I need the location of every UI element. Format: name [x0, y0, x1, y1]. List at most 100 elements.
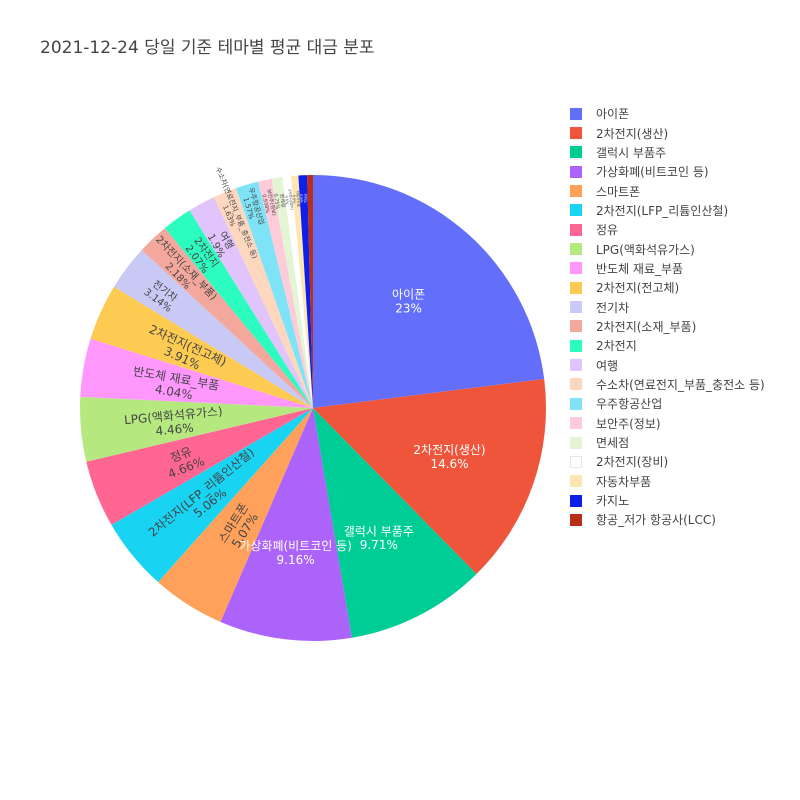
legend-swatch	[570, 281, 582, 294]
pie-slice[interactable]	[313, 378, 546, 574]
pie-slice[interactable]	[158, 408, 313, 622]
legend-item[interactable]: 자동차부품	[570, 472, 798, 491]
legend-swatch	[570, 127, 582, 140]
legend-label: 카지노	[596, 494, 630, 509]
legend-swatch	[570, 436, 582, 449]
legend-label: 2차전지(전고체)	[596, 281, 680, 296]
legend-item[interactable]: 전기차	[570, 297, 798, 316]
legend-label: 면세점	[596, 436, 630, 451]
legend-item[interactable]: 갤럭시 부품주	[570, 143, 798, 162]
slice-label-percent: 4.04%	[154, 382, 194, 402]
pie-slice[interactable]	[313, 175, 545, 408]
legend-item[interactable]: 2차전지(장비)	[570, 452, 798, 471]
legend-label: 전기차	[596, 300, 630, 315]
pie-slice[interactable]	[258, 178, 313, 408]
legend-label: 갤럭시 부품주	[596, 145, 667, 160]
legend-swatch	[570, 320, 582, 333]
legend-item[interactable]: 가상화폐(비트코인 등)	[570, 162, 798, 181]
slice-label-percent: 0.938%	[260, 194, 270, 214]
legend-item[interactable]: 2차전지(LFP_리튬인산철)	[570, 201, 798, 220]
legend-swatch	[570, 146, 582, 159]
pie-slice[interactable]	[213, 188, 313, 408]
pie-slice[interactable]	[114, 250, 313, 408]
legend-item[interactable]: 카지노	[570, 491, 798, 510]
legend-swatch	[570, 378, 582, 391]
legend-label: 보안주(정보)	[596, 416, 661, 431]
slice-label: 2차전지(장비)0.6%	[284, 189, 295, 212]
slice-label-name: 가상화폐(비트코인 등)	[239, 539, 352, 553]
chart-title: 2021-12-24 당일 기준 테마별 평균 대금 분포	[40, 38, 375, 58]
legend-item[interactable]: 반도체 재료_부품	[570, 259, 798, 278]
legend-item[interactable]: 2차전지(생산)	[570, 123, 798, 142]
legend-swatch	[570, 204, 582, 217]
pie-slice[interactable]	[111, 408, 313, 583]
legend-label: 2차전지(LFP_리튬인산철)	[596, 203, 729, 218]
pie-slice[interactable]	[220, 408, 352, 642]
pie-slice[interactable]	[90, 286, 314, 408]
legend-swatch	[570, 165, 582, 178]
slice-label-percent: 9.16%	[277, 553, 315, 567]
legend-label: 수소차(연료전지_부품_충전소 등)	[596, 377, 765, 392]
slice-label: 자동차부품0.5%	[291, 191, 301, 209]
pie-slice[interactable]	[282, 176, 313, 408]
legend-swatch	[570, 223, 582, 236]
legend-item[interactable]: 보안주(정보)	[570, 414, 798, 433]
legend-item[interactable]: 2차전지(소재_부품)	[570, 317, 798, 336]
slice-label-percent: 14.6%	[430, 457, 468, 471]
legend-label: 자동차부품	[596, 474, 652, 489]
legend-item[interactable]: 항공_저가 항공사(LCC)	[570, 510, 798, 529]
slice-label: 아이폰 23%	[392, 288, 425, 316]
pie-slice[interactable]	[80, 396, 313, 462]
slice-label: 카지노0.6%	[299, 193, 308, 204]
pie-slice[interactable]	[271, 177, 313, 408]
slice-label-name: 2차전지(생산)	[413, 443, 485, 457]
legend-label: 아이폰	[596, 107, 630, 122]
slice-label-name: 아이폰	[392, 288, 425, 302]
legend-swatch	[570, 513, 582, 526]
slice-label-percent: 0.6%	[299, 194, 303, 204]
pie-slice[interactable]	[80, 338, 314, 408]
legend-item[interactable]: LPG(액화석유가스)	[570, 239, 798, 258]
legend-swatch	[570, 455, 582, 468]
legend-swatch	[570, 475, 582, 488]
legend-swatch	[570, 417, 582, 430]
legend-label: 2차전지(장비)	[596, 455, 669, 470]
legend-item[interactable]: 여행	[570, 355, 798, 374]
legend-item[interactable]: 2차전지(전고체)	[570, 278, 798, 297]
slice-label-percent: 0.6%	[284, 195, 289, 205]
legend-item[interactable]: 2차전지	[570, 336, 798, 355]
legend-swatch	[570, 359, 582, 372]
legend-swatch	[570, 301, 582, 314]
pie-slice[interactable]	[141, 228, 313, 408]
legend-label: 2차전지(소재_부품)	[596, 319, 697, 334]
pie-slice[interactable]	[189, 197, 313, 408]
pie-slice[interactable]	[298, 175, 313, 408]
legend-label: 반도체 재료_부품	[596, 261, 684, 276]
pie-slice[interactable]	[235, 181, 313, 408]
legend-item[interactable]: 정유	[570, 220, 798, 239]
legend-swatch	[570, 339, 582, 352]
legend-label: 스마트폰	[596, 184, 641, 199]
slice-label-name: 면세점	[278, 193, 287, 208]
legend-label: LPG(액화석유가스)	[596, 242, 695, 257]
legend-item[interactable]: 우주항공산업	[570, 394, 798, 413]
legend-item[interactable]: 수소차(연료전지_부품_충전소 등)	[570, 375, 798, 394]
pie-slices	[80, 174, 546, 642]
legend-label: 정유	[596, 223, 619, 238]
pie-slice[interactable]	[313, 408, 477, 638]
legend-item[interactable]: 아이폰	[570, 104, 798, 123]
slice-label: 가상화폐(비트코인 등) 9.16%	[239, 539, 352, 567]
pie-slice[interactable]	[164, 210, 313, 408]
legend-label: 항공_저가 항공사(LCC)	[596, 513, 716, 528]
slice-label: 면세점0.75%	[272, 192, 287, 210]
legend-item[interactable]: 스마트폰	[570, 181, 798, 200]
legend-item[interactable]: 면세점	[570, 433, 798, 452]
legend-label: 2차전지(생산)	[596, 126, 669, 141]
slice-label-percent: 23%	[395, 301, 422, 315]
pie-slice[interactable]	[307, 174, 313, 408]
legend-label: 2차전지	[596, 339, 637, 354]
pie-slice[interactable]	[86, 408, 313, 525]
legend-swatch	[570, 243, 582, 256]
pie-slice[interactable]	[291, 175, 313, 408]
